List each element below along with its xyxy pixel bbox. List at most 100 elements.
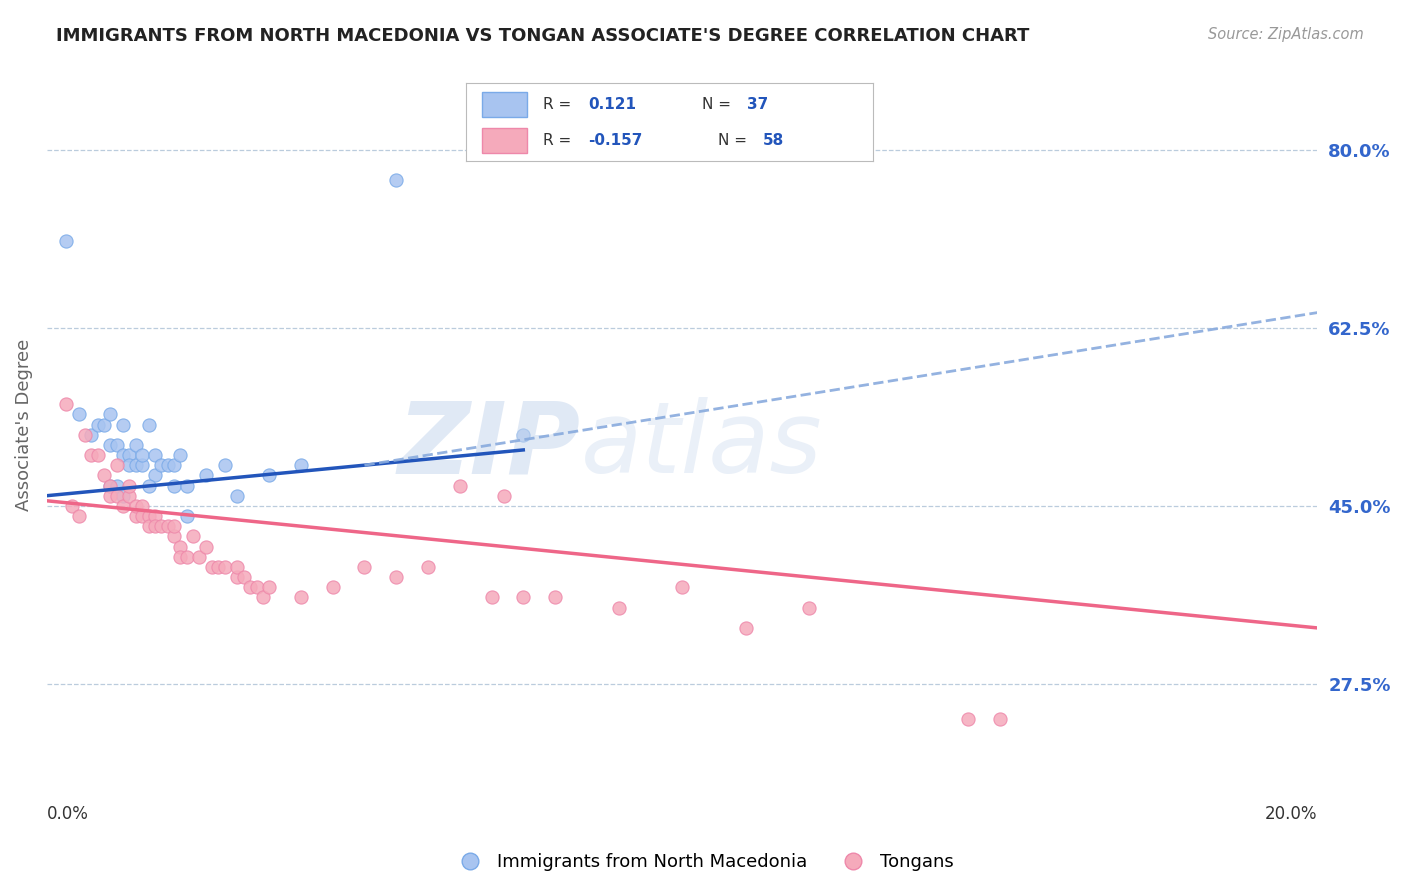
Text: 20.0%: 20.0% — [1265, 805, 1317, 823]
Point — [150, 458, 173, 473]
Point — [100, 478, 122, 492]
Point — [60, 499, 83, 513]
Point — [138, 478, 160, 492]
Point — [239, 580, 262, 594]
Text: Source: ZipAtlas.com: Source: ZipAtlas.com — [1208, 27, 1364, 42]
Text: atlas: atlas — [581, 397, 823, 494]
Point — [176, 478, 198, 492]
Point — [214, 458, 236, 473]
Point — [105, 478, 128, 492]
Point — [169, 549, 191, 564]
Point — [449, 478, 471, 492]
Point — [125, 458, 148, 473]
Text: ZIP: ZIP — [398, 397, 581, 494]
Point — [956, 713, 979, 727]
Point — [169, 540, 191, 554]
Point — [86, 448, 108, 462]
Point — [226, 560, 249, 574]
Point — [125, 509, 148, 524]
Point — [607, 600, 630, 615]
Point — [118, 489, 141, 503]
Point — [112, 489, 135, 503]
Point — [112, 448, 135, 462]
Point — [322, 580, 344, 594]
Point — [118, 448, 141, 462]
Point — [169, 448, 191, 462]
Legend: Immigrants from North Macedonia, Tongans: Immigrants from North Macedonia, Tongans — [446, 847, 960, 879]
Point — [353, 560, 375, 574]
Point — [131, 499, 153, 513]
Point — [671, 580, 693, 594]
Point — [201, 560, 224, 574]
Point — [131, 509, 153, 524]
Point — [112, 499, 135, 513]
Point — [100, 407, 122, 421]
Point — [112, 417, 135, 432]
Point — [232, 570, 254, 584]
Point — [494, 489, 516, 503]
Y-axis label: Associate's Degree: Associate's Degree — [15, 338, 32, 510]
Point — [416, 560, 439, 574]
Point — [163, 529, 186, 543]
Point — [290, 458, 312, 473]
Point — [93, 468, 115, 483]
Point — [163, 478, 186, 492]
Point — [385, 173, 408, 187]
Point — [67, 509, 90, 524]
Point — [226, 489, 249, 503]
Point — [188, 549, 211, 564]
Point — [86, 417, 108, 432]
Point — [100, 489, 122, 503]
Point — [105, 458, 128, 473]
Point — [80, 427, 103, 442]
Point — [257, 468, 280, 483]
Point — [80, 448, 103, 462]
Point — [988, 713, 1011, 727]
Point — [131, 458, 153, 473]
Point — [163, 519, 186, 533]
Point — [93, 417, 115, 432]
Point — [481, 591, 503, 605]
Point — [125, 438, 148, 452]
Point — [194, 540, 217, 554]
Point — [290, 591, 312, 605]
Point — [156, 519, 179, 533]
Point — [207, 560, 229, 574]
Point — [143, 509, 166, 524]
Point — [73, 427, 96, 442]
Point — [214, 560, 236, 574]
Text: 0.0%: 0.0% — [46, 805, 89, 823]
Point — [138, 417, 160, 432]
Point — [100, 478, 122, 492]
Point — [143, 448, 166, 462]
Point — [125, 499, 148, 513]
Point — [176, 549, 198, 564]
Point — [55, 235, 77, 249]
Point — [156, 458, 179, 473]
Point — [245, 580, 267, 594]
Point — [118, 458, 141, 473]
Point — [143, 519, 166, 533]
Point — [176, 509, 198, 524]
Point — [143, 468, 166, 483]
Point — [194, 468, 217, 483]
Point — [252, 591, 274, 605]
Point — [181, 529, 204, 543]
Text: IMMIGRANTS FROM NORTH MACEDONIA VS TONGAN ASSOCIATE'S DEGREE CORRELATION CHART: IMMIGRANTS FROM NORTH MACEDONIA VS TONGA… — [56, 27, 1029, 45]
Point — [512, 591, 534, 605]
Point — [163, 458, 186, 473]
Point — [797, 600, 820, 615]
Point — [138, 509, 160, 524]
Point — [544, 591, 567, 605]
Point — [105, 489, 128, 503]
Point — [512, 427, 534, 442]
Point — [131, 448, 153, 462]
Point — [150, 519, 173, 533]
Point — [67, 407, 90, 421]
Point — [55, 397, 77, 411]
Point — [105, 438, 128, 452]
Point — [100, 438, 122, 452]
Point — [257, 580, 280, 594]
Point — [138, 519, 160, 533]
Point — [385, 570, 408, 584]
